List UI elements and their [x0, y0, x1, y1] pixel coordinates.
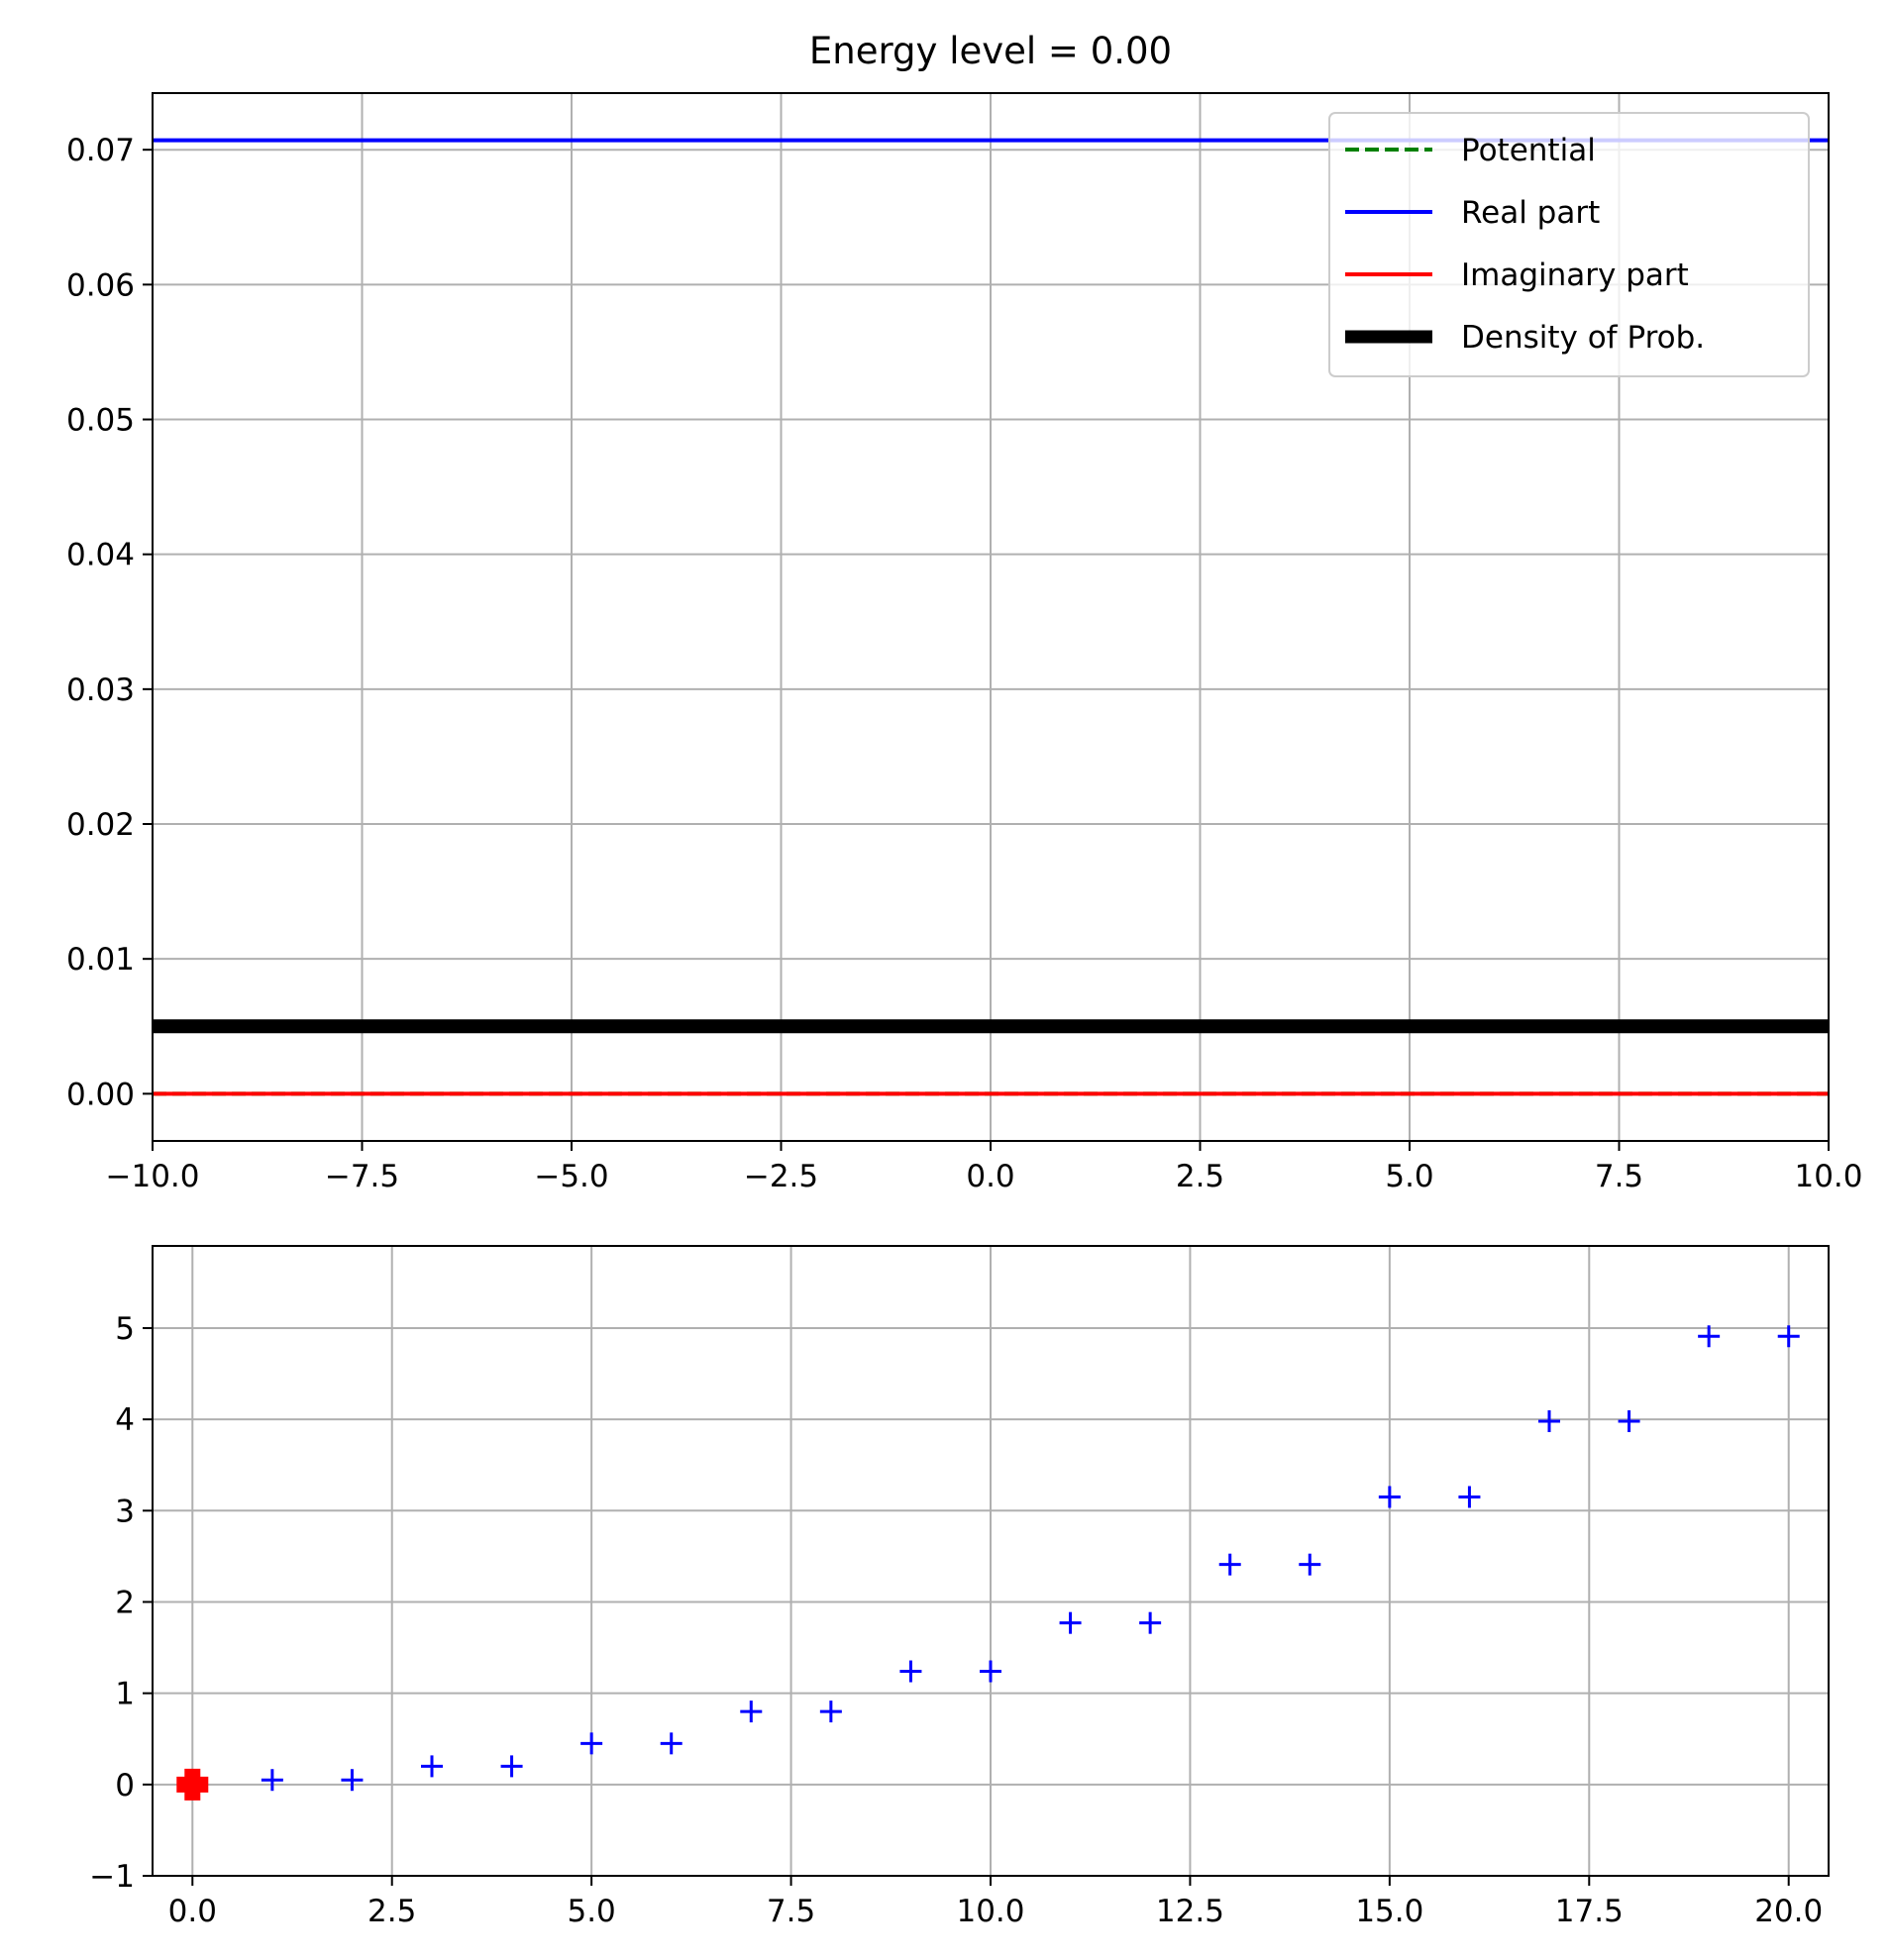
- ticks: −10.0 −7.5 −5.0 −2.5 0.0 2.5 5.0 7.5 10.0 0.00 0.0…: [66, 133, 1863, 1194]
- x-tick-label: −2.5: [744, 1159, 818, 1194]
- x-tick-label: 10.0: [956, 1894, 1024, 1929]
- energy-level-marker: [580, 1732, 603, 1755]
- x-tick-label: 5.0: [1385, 1159, 1433, 1194]
- x-tick-label: 12.5: [1156, 1894, 1224, 1929]
- x-tick-label: 7.5: [767, 1894, 815, 1929]
- energy-level-marker: [1139, 1611, 1162, 1634]
- x-tick-label: 20.0: [1754, 1894, 1823, 1929]
- energy-levels-chart: 0.0 2.5 5.0 7.5 10.0 12.5 15.0 17.5 20.0 −1 0 1 2 3 4 5: [89, 1245, 1830, 1929]
- x-tick-label: 0.0: [966, 1159, 1014, 1194]
- y-tick-label: 0.00: [66, 1077, 135, 1112]
- energy-level-marker: [660, 1732, 682, 1755]
- y-tick-label: 3: [115, 1494, 135, 1529]
- x-tick-label: −7.5: [325, 1159, 399, 1194]
- y-tick-label: 0.01: [66, 942, 135, 978]
- energy-level-marker: [341, 1769, 364, 1792]
- energy-level-marker: [500, 1755, 523, 1778]
- x-tick-label: 7.5: [1595, 1159, 1643, 1194]
- y-tick-label: 0.05: [66, 403, 135, 439]
- series-group: [176, 1325, 1800, 1801]
- x-tick-label: 2.5: [1176, 1159, 1224, 1194]
- y-tick-label: 5: [115, 1311, 135, 1347]
- energy-level-marker: [1698, 1325, 1721, 1348]
- energy-level-marker: [1458, 1486, 1481, 1508]
- grid: [153, 1246, 1829, 1877]
- wavefunction-chart: Energy level = 0.00 −10.0 −7.5 −5.0 −2.5 0.0…: [66, 30, 1863, 1194]
- legend-box: [1328, 112, 1810, 377]
- series-group: [153, 138, 1829, 1096]
- energy-level-marker: [819, 1701, 842, 1723]
- legend-label-density-of-prob: Density of Prob.: [1461, 320, 1705, 356]
- y-tick-label: 0: [115, 1768, 135, 1804]
- energy-level-marker: [1218, 1553, 1241, 1576]
- x-tick-label: 2.5: [368, 1894, 416, 1929]
- energy-level-marker: [421, 1755, 443, 1778]
- y-tick-label: 0.07: [66, 133, 135, 168]
- ground-state-marker: [176, 1768, 209, 1801]
- y-tick-label: −1: [89, 1859, 135, 1895]
- x-tick-label: 10.0: [1794, 1159, 1862, 1194]
- energy-level-marker: [1059, 1611, 1082, 1634]
- y-tick-label: 2: [115, 1585, 135, 1620]
- legend-label-potential: Potential: [1461, 133, 1596, 168]
- energy-level-marker: [1378, 1486, 1401, 1508]
- ticks: 0.0 2.5 5.0 7.5 10.0 12.5 15.0 17.5 20.0 −1 0 1 2 3 4 5: [89, 1311, 1823, 1929]
- energy-level-marker: [1299, 1553, 1321, 1576]
- y-tick-label: 0.03: [66, 672, 135, 708]
- energy-level-marker: [1777, 1325, 1800, 1348]
- energy-level-marker: [1618, 1409, 1640, 1432]
- y-tick-label: 4: [115, 1402, 135, 1438]
- energy-level-marker: [980, 1660, 1001, 1683]
- x-tick-label: 0.0: [168, 1894, 217, 1929]
- x-tick-label: −5.0: [534, 1159, 608, 1194]
- x-tick-label: 15.0: [1355, 1894, 1423, 1929]
- x-tick-label: −10.0: [106, 1159, 200, 1194]
- energy-level-marker: [261, 1769, 283, 1792]
- legend: Potential Real part Imaginary part Densi…: [1328, 112, 1810, 377]
- legend-label-real-part: Real part: [1461, 195, 1600, 231]
- y-tick-label: 0.02: [66, 807, 135, 843]
- energy-level-marker: [740, 1701, 763, 1723]
- x-tick-label: 17.5: [1555, 1894, 1624, 1929]
- y-tick-label: 1: [115, 1677, 135, 1712]
- chart-title: Energy level = 0.00: [809, 30, 1172, 72]
- energy-level-marker: [899, 1660, 922, 1683]
- x-tick-label: 5.0: [567, 1894, 615, 1929]
- y-tick-label: 0.06: [66, 267, 135, 303]
- y-tick-label: 0.04: [66, 538, 135, 573]
- legend-label-imaginary-part: Imaginary part: [1461, 258, 1689, 293]
- energy-level-marker: [1538, 1409, 1560, 1432]
